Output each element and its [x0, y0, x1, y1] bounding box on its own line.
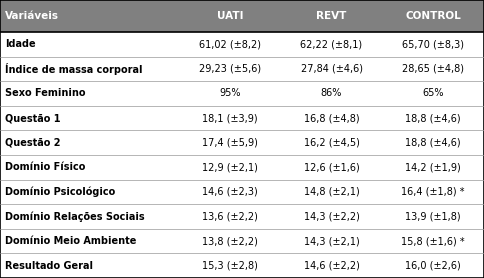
Text: 14,3 (±2,1): 14,3 (±2,1) [303, 236, 360, 246]
Text: 18,8 (±4,6): 18,8 (±4,6) [406, 113, 461, 123]
Bar [281, 254, 382, 278]
Bar [179, 57, 281, 81]
Bar [382, 204, 484, 229]
Text: Sexo Feminino: Sexo Feminino [5, 88, 85, 98]
Bar [179, 81, 281, 106]
Text: 61,02 (±8,2): 61,02 (±8,2) [199, 39, 261, 49]
Text: Variáveis: Variáveis [5, 11, 59, 21]
Bar [281, 229, 382, 254]
Text: 95%: 95% [219, 88, 241, 98]
Bar [179, 155, 281, 180]
Bar [382, 180, 484, 204]
Bar [179, 32, 281, 57]
Bar [0, 130, 179, 155]
Bar [179, 254, 281, 278]
Text: REVT: REVT [317, 11, 347, 21]
Bar [281, 155, 382, 180]
Text: Domínio Físico: Domínio Físico [5, 162, 85, 172]
Text: Domínio Meio Ambiente: Domínio Meio Ambiente [5, 236, 136, 246]
Bar [179, 229, 281, 254]
Text: 14,3 (±2,2): 14,3 (±2,2) [303, 212, 360, 222]
Text: 65,70 (±8,3): 65,70 (±8,3) [402, 39, 464, 49]
Bar [382, 254, 484, 278]
Text: 16,2 (±4,5): 16,2 (±4,5) [303, 138, 360, 148]
Bar [281, 106, 382, 130]
Bar [179, 0, 281, 32]
Text: 18,8 (±4,6): 18,8 (±4,6) [406, 138, 461, 148]
Text: 12,6 (±1,6): 12,6 (±1,6) [303, 162, 360, 172]
Text: 17,4 (±5,9): 17,4 (±5,9) [202, 138, 258, 148]
Bar [179, 130, 281, 155]
Text: 18,1 (±3,9): 18,1 (±3,9) [202, 113, 257, 123]
Text: 12,9 (±2,1): 12,9 (±2,1) [202, 162, 258, 172]
Text: Questão 1: Questão 1 [5, 113, 60, 123]
Text: 14,2 (±1,9): 14,2 (±1,9) [405, 162, 461, 172]
Bar [382, 106, 484, 130]
Text: Índice de massa corporal: Índice de massa corporal [5, 63, 142, 75]
Text: 14,6 (±2,2): 14,6 (±2,2) [303, 261, 360, 271]
Bar [179, 204, 281, 229]
Text: 27,84 (±4,6): 27,84 (±4,6) [301, 64, 363, 74]
Bar [0, 155, 179, 180]
Text: UATI: UATI [217, 11, 243, 21]
Bar [281, 81, 382, 106]
Bar [179, 106, 281, 130]
Bar [0, 254, 179, 278]
Bar [0, 229, 179, 254]
Bar [0, 180, 179, 204]
Bar [382, 0, 484, 32]
Text: 16,4 (±1,8) *: 16,4 (±1,8) * [401, 187, 465, 197]
Bar [281, 0, 382, 32]
Bar [382, 229, 484, 254]
Text: 15,3 (±2,8): 15,3 (±2,8) [202, 261, 258, 271]
Bar [0, 32, 179, 57]
Text: Domínio Relações Sociais: Domínio Relações Sociais [5, 211, 144, 222]
Bar [281, 180, 382, 204]
Text: 65%: 65% [423, 88, 444, 98]
Text: CONTROL: CONTROL [405, 11, 461, 21]
Text: 13,9 (±1,8): 13,9 (±1,8) [406, 212, 461, 222]
Text: 14,6 (±2,3): 14,6 (±2,3) [202, 187, 258, 197]
Bar [0, 0, 179, 32]
Bar [281, 130, 382, 155]
Bar [281, 204, 382, 229]
Bar [382, 130, 484, 155]
Text: 16,8 (±4,8): 16,8 (±4,8) [304, 113, 359, 123]
Bar [382, 57, 484, 81]
Bar [0, 57, 179, 81]
Text: 16,0 (±2,6): 16,0 (±2,6) [405, 261, 461, 271]
Text: Idade: Idade [5, 39, 35, 49]
Text: Resultado Geral: Resultado Geral [5, 261, 93, 271]
Bar [382, 81, 484, 106]
Bar [382, 32, 484, 57]
Bar [0, 81, 179, 106]
Text: Domínio Psicológico: Domínio Psicológico [5, 187, 115, 197]
Text: 62,22 (±8,1): 62,22 (±8,1) [301, 39, 363, 49]
Text: 86%: 86% [321, 88, 342, 98]
Bar [0, 204, 179, 229]
Text: 28,65 (±4,8): 28,65 (±4,8) [402, 64, 464, 74]
Text: 13,8 (±2,2): 13,8 (±2,2) [202, 236, 258, 246]
Text: 29,23 (±5,6): 29,23 (±5,6) [199, 64, 261, 74]
Text: Questão 2: Questão 2 [5, 138, 60, 148]
Text: 13,6 (±2,2): 13,6 (±2,2) [202, 212, 258, 222]
Bar [0, 106, 179, 130]
Bar [179, 180, 281, 204]
Text: 14,8 (±2,1): 14,8 (±2,1) [303, 187, 360, 197]
Bar [281, 32, 382, 57]
Bar [281, 57, 382, 81]
Text: 15,8 (±1,6) *: 15,8 (±1,6) * [401, 236, 465, 246]
Bar [382, 155, 484, 180]
